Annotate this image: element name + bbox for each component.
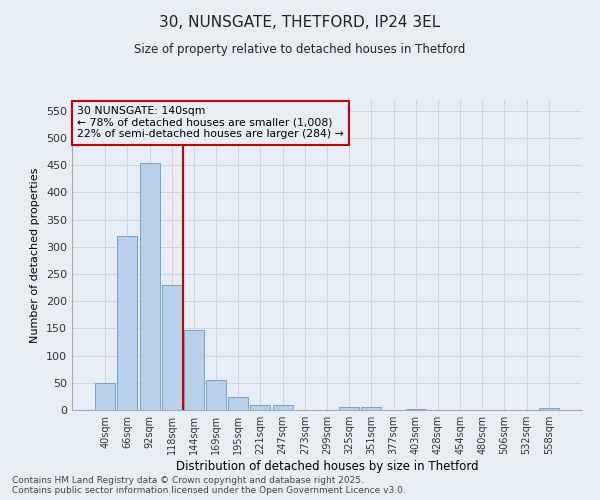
Bar — [140, 162, 160, 410]
Bar — [361, 406, 382, 410]
Bar — [406, 409, 426, 410]
Bar — [228, 398, 248, 410]
X-axis label: Distribution of detached houses by size in Thetford: Distribution of detached houses by size … — [176, 460, 478, 473]
Text: Contains HM Land Registry data © Crown copyright and database right 2025.
Contai: Contains HM Land Registry data © Crown c… — [12, 476, 406, 495]
Text: 30 NUNSGATE: 140sqm
← 78% of detached houses are smaller (1,008)
22% of semi-det: 30 NUNSGATE: 140sqm ← 78% of detached ho… — [77, 106, 344, 140]
Text: Size of property relative to detached houses in Thetford: Size of property relative to detached ho… — [134, 42, 466, 56]
Bar — [339, 408, 359, 410]
Bar — [118, 236, 137, 410]
Bar — [184, 330, 204, 410]
Y-axis label: Number of detached properties: Number of detached properties — [31, 168, 40, 342]
Text: 30, NUNSGATE, THETFORD, IP24 3EL: 30, NUNSGATE, THETFORD, IP24 3EL — [160, 15, 440, 30]
Bar — [539, 408, 559, 410]
Bar — [206, 380, 226, 410]
Bar — [95, 383, 115, 410]
Bar — [162, 285, 182, 410]
Bar — [250, 404, 271, 410]
Bar — [272, 405, 293, 410]
